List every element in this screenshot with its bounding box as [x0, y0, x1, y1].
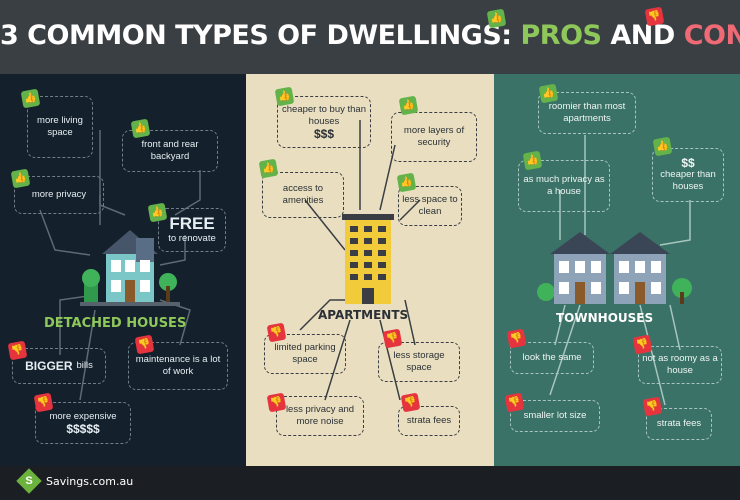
- townhouses-illustration: [537, 232, 692, 304]
- header-bar: [0, 0, 740, 74]
- thumbs-down-icon: 👎: [400, 392, 421, 413]
- con-more-expensive: more expensive $$$$$: [35, 402, 131, 444]
- thumbs-down-icon: 👎: [134, 334, 155, 355]
- pro-free-to-renovate: FREE to renovate: [158, 208, 226, 252]
- thumbs-down-icon: 👎: [642, 396, 663, 417]
- thumbs-down-icon: 👎: [632, 334, 653, 355]
- pro-more-privacy: more privacy: [14, 176, 104, 214]
- thumbs-down-icon: 👎: [506, 328, 527, 349]
- con-strata-fees-townhouses: strata fees: [646, 408, 712, 440]
- con-not-as-roomy-as-a-house: not as roomy as a house: [638, 346, 722, 384]
- thumbs-up-icon: 👍: [538, 83, 559, 104]
- thumbs-up-icon: 👍: [522, 150, 543, 171]
- logo-text: Savings.com.au: [46, 475, 134, 488]
- thumbs-up-icon: 👍: [258, 158, 279, 179]
- pro-roomier-than-most-apartments: roomier than most apartments: [538, 92, 636, 134]
- con-bigger-bills: BIGGER bills: [12, 348, 106, 384]
- thumbs-up-icon: 👍: [398, 95, 419, 116]
- section-label-townhouses: TOWNHOUSES: [556, 311, 654, 325]
- section-label-detached-houses: DETACHED HOUSES: [44, 316, 187, 331]
- pro-access-to-amenities: access to amenities: [262, 172, 344, 218]
- thumbs-up-icon: 👍: [274, 86, 295, 107]
- detached-house-illustration: [80, 230, 180, 306]
- thumbs-down-icon: 👎: [266, 392, 287, 413]
- con-strata-fees-apartments: strata fees: [398, 406, 460, 436]
- thumbs-up-icon: 👍: [10, 168, 31, 189]
- pro-more-living-space: more living space: [27, 96, 93, 158]
- thumbs-down-icon: 👎: [33, 392, 54, 413]
- thumbs-down-icon: 👎: [7, 340, 28, 361]
- thumbs-down-icon: 👎: [266, 322, 287, 343]
- con-less-storage-space: less storage space: [378, 342, 460, 382]
- pro-more-layers-of-security: more layers of security: [391, 112, 477, 162]
- con-limited-parking-space: limited parking space: [264, 334, 346, 374]
- thumbs-up-icon: 👍: [130, 118, 151, 139]
- thumbs-down-icon: 👎: [382, 328, 403, 349]
- section-label-apartments: APARTMENTS: [318, 308, 409, 322]
- footer-bar: [0, 466, 740, 500]
- con-look-the-same: look the same: [510, 342, 594, 374]
- con-maintenance-is-a-lot-of-work: maintenance is a lot of work: [128, 342, 228, 390]
- logo-letter: S: [25, 475, 33, 487]
- pro-front-and-rear-backyard: front and rear backyard: [122, 130, 218, 172]
- thumbs-up-icon: 👍: [396, 172, 417, 193]
- con-smaller-lot-size: smaller lot size: [510, 400, 600, 432]
- apartment-building-illustration: [342, 214, 394, 304]
- title-pros: PROS: [520, 20, 602, 51]
- thumbs-down-icon: 👎: [504, 392, 525, 413]
- page-title: 3 COMMON TYPES OF DWELLINGS: PROS AND CO…: [0, 20, 740, 51]
- title-cons: CONS: [683, 20, 740, 51]
- thumbs-up-icon: 👍: [652, 136, 673, 157]
- pro-as-much-privacy-as-a-house: as much privacy as a house: [518, 160, 610, 212]
- thumbs-up-icon: 👍: [20, 88, 41, 109]
- pro-cheaper-than-houses: $$ cheaper than houses: [652, 148, 724, 202]
- con-less-privacy-and-more-noise: less privacy and more noise: [276, 396, 364, 436]
- pro-cheaper-to-buy-than-houses: cheaper to buy than houses $$$: [277, 96, 371, 148]
- pro-less-space-to-clean: less space to clean: [398, 186, 462, 226]
